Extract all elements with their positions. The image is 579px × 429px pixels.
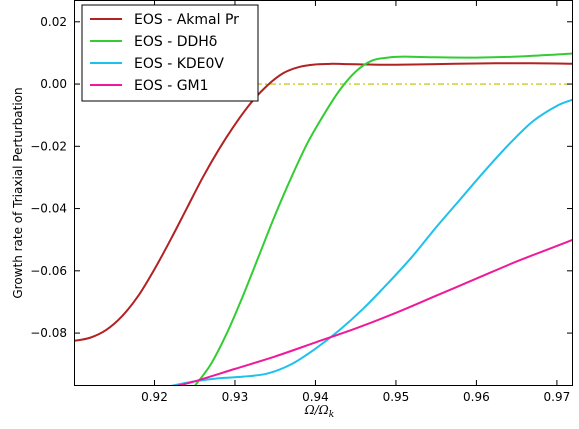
- y-tick-label: 0.00: [40, 77, 67, 91]
- series-line-2: [193, 52, 573, 386]
- y-tick-label: 0.02: [40, 15, 67, 29]
- legend-label: EOS - KDE0V: [134, 56, 224, 72]
- legend-label: EOS - DDHδ: [134, 34, 217, 50]
- x-axis-label-subscript: k: [329, 410, 334, 420]
- y-tick-label: −0.02: [30, 139, 67, 153]
- x-tick-label: 0.93: [222, 390, 249, 404]
- x-tick-label: 0.97: [544, 390, 571, 404]
- y-axis-label: Growth rate of Triaxial Perturbation: [11, 87, 25, 298]
- y-tick-label: −0.04: [30, 202, 67, 216]
- x-axis-ticks: 0.92 0.93 0.94 0.95 0.96 0.97: [141, 0, 570, 404]
- legend: EOS - Akmal Pr EOS - DDHδ EOS - KDE0V EOS -…: [81, 4, 259, 102]
- legend-label: EOS - GM1: [134, 78, 209, 94]
- x-axis-label-main: Ω/Ω: [304, 403, 329, 417]
- y-axis-ticks: 0.02 0.00 −0.02 −0.04 −0.06 −0.08: [30, 15, 573, 340]
- x-tick-label: 0.96: [463, 390, 490, 404]
- series-layer: [74, 52, 573, 386]
- x-tick-label: 0.95: [383, 390, 410, 404]
- x-axis-label: Ω/Ωk: [304, 403, 334, 420]
- y-tick-label: −0.06: [30, 264, 67, 278]
- plot-frame: [74, 0, 573, 386]
- series-line-1: [74, 62, 573, 342]
- x-tick-label: 0.94: [302, 390, 329, 404]
- series-line-3: [170, 98, 573, 386]
- x-tick-label: 0.92: [141, 390, 168, 404]
- y-tick-label: −0.08: [30, 326, 67, 340]
- legend-label: EOS - Akmal Pr: [134, 12, 239, 28]
- series-line-4: [172, 238, 573, 386]
